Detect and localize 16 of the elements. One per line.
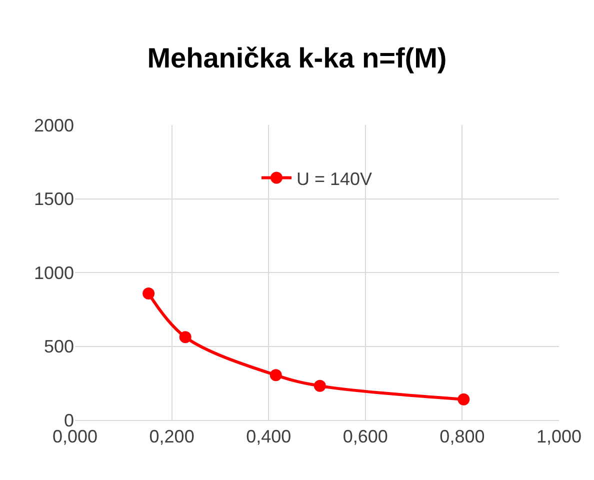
point xyxy=(142,287,155,300)
y-tick-label: 1500 xyxy=(34,189,74,210)
y-tick-label: 2000 xyxy=(34,115,74,136)
y-tick-label: 1000 xyxy=(34,262,74,283)
chart-title: Mehanička k-ka n=f(M) xyxy=(147,42,447,74)
x-tick-label: 0,800 xyxy=(440,426,485,447)
x-tick-label: 0,600 xyxy=(342,426,388,447)
x-tick-label: 0,200 xyxy=(149,426,194,447)
point xyxy=(458,393,470,406)
point xyxy=(179,331,192,344)
x-tick-label: 1,000 xyxy=(536,426,582,447)
point xyxy=(314,380,326,392)
y-tick-label: 500 xyxy=(44,336,74,357)
point xyxy=(270,369,282,382)
legend-label: U = 140V xyxy=(296,168,372,189)
x-tick-label: 0,400 xyxy=(246,426,292,447)
